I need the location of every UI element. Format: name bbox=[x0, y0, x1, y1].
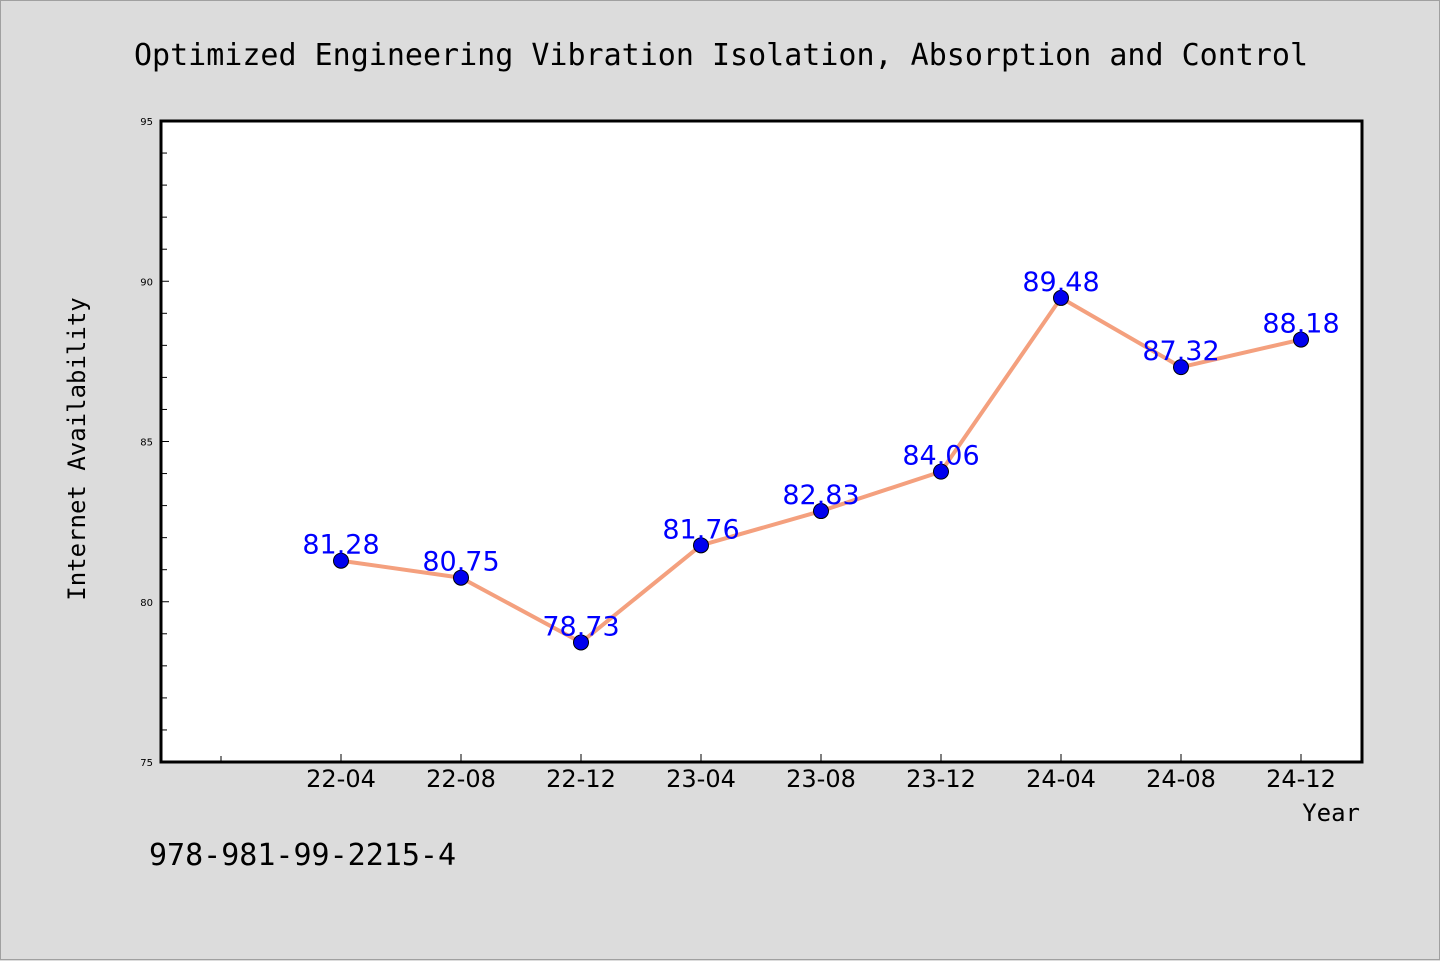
data-label: 78.73 bbox=[542, 611, 619, 642]
data-label: 88.18 bbox=[1262, 309, 1339, 340]
x-tick-label: 22-12 bbox=[546, 765, 616, 793]
y-tick-label: 85 bbox=[140, 438, 153, 449]
data-label: 87.32 bbox=[1142, 336, 1219, 367]
data-point bbox=[333, 552, 349, 569]
x-tick-label: 24-12 bbox=[1266, 765, 1336, 793]
y-axis: 75 80 85 90 95 bbox=[140, 117, 169, 769]
data-label: 81.28 bbox=[302, 530, 379, 561]
data-label: 81.76 bbox=[662, 514, 739, 545]
data-label: 84.06 bbox=[902, 441, 979, 472]
x-tick-label: 24-04 bbox=[1026, 765, 1096, 793]
x-tick-label: 23-08 bbox=[786, 765, 856, 793]
data-label: 80.75 bbox=[422, 547, 499, 578]
data-point bbox=[1293, 331, 1309, 348]
data-point bbox=[1173, 359, 1189, 376]
y-tick-label: 80 bbox=[140, 598, 153, 609]
chart-title: Optimized Engineering Vibration Isolatio… bbox=[134, 38, 1308, 73]
x-axis-label: Year bbox=[1302, 799, 1360, 827]
data-point bbox=[693, 537, 709, 554]
x-axis: 22-04 22-08 22-12 23-04 23-08 23-12 24-04 24-08… bbox=[220, 754, 1336, 793]
plot-area bbox=[159, 119, 1364, 764]
y-axis-label: Internet Availability bbox=[63, 297, 91, 600]
x-tick-label: 23-12 bbox=[906, 765, 976, 793]
y-tick-label: 95 bbox=[140, 117, 153, 128]
x-tick-label: 23-04 bbox=[666, 765, 736, 793]
data-label: 89.48 bbox=[1022, 267, 1099, 298]
data-point bbox=[933, 463, 949, 480]
data-label: 82.83 bbox=[782, 480, 859, 511]
x-tick-label: 24-08 bbox=[1146, 765, 1216, 793]
x-tick-label: 22-08 bbox=[426, 765, 496, 793]
data-point bbox=[813, 503, 829, 520]
data-point bbox=[1053, 289, 1069, 306]
y-tick-label: 90 bbox=[140, 277, 153, 288]
y-tick-label: 75 bbox=[140, 758, 153, 769]
data-point bbox=[453, 569, 469, 586]
series-line bbox=[333, 289, 1309, 651]
x-tick-label: 22-04 bbox=[306, 765, 376, 793]
data-point bbox=[573, 634, 589, 651]
footer-isbn: 978-981-99-2215-4 bbox=[149, 838, 456, 873]
data-labels: 81.28 80.75 78.73 81.76 82.83 84.06 89.48 87.32… bbox=[302, 267, 1339, 643]
